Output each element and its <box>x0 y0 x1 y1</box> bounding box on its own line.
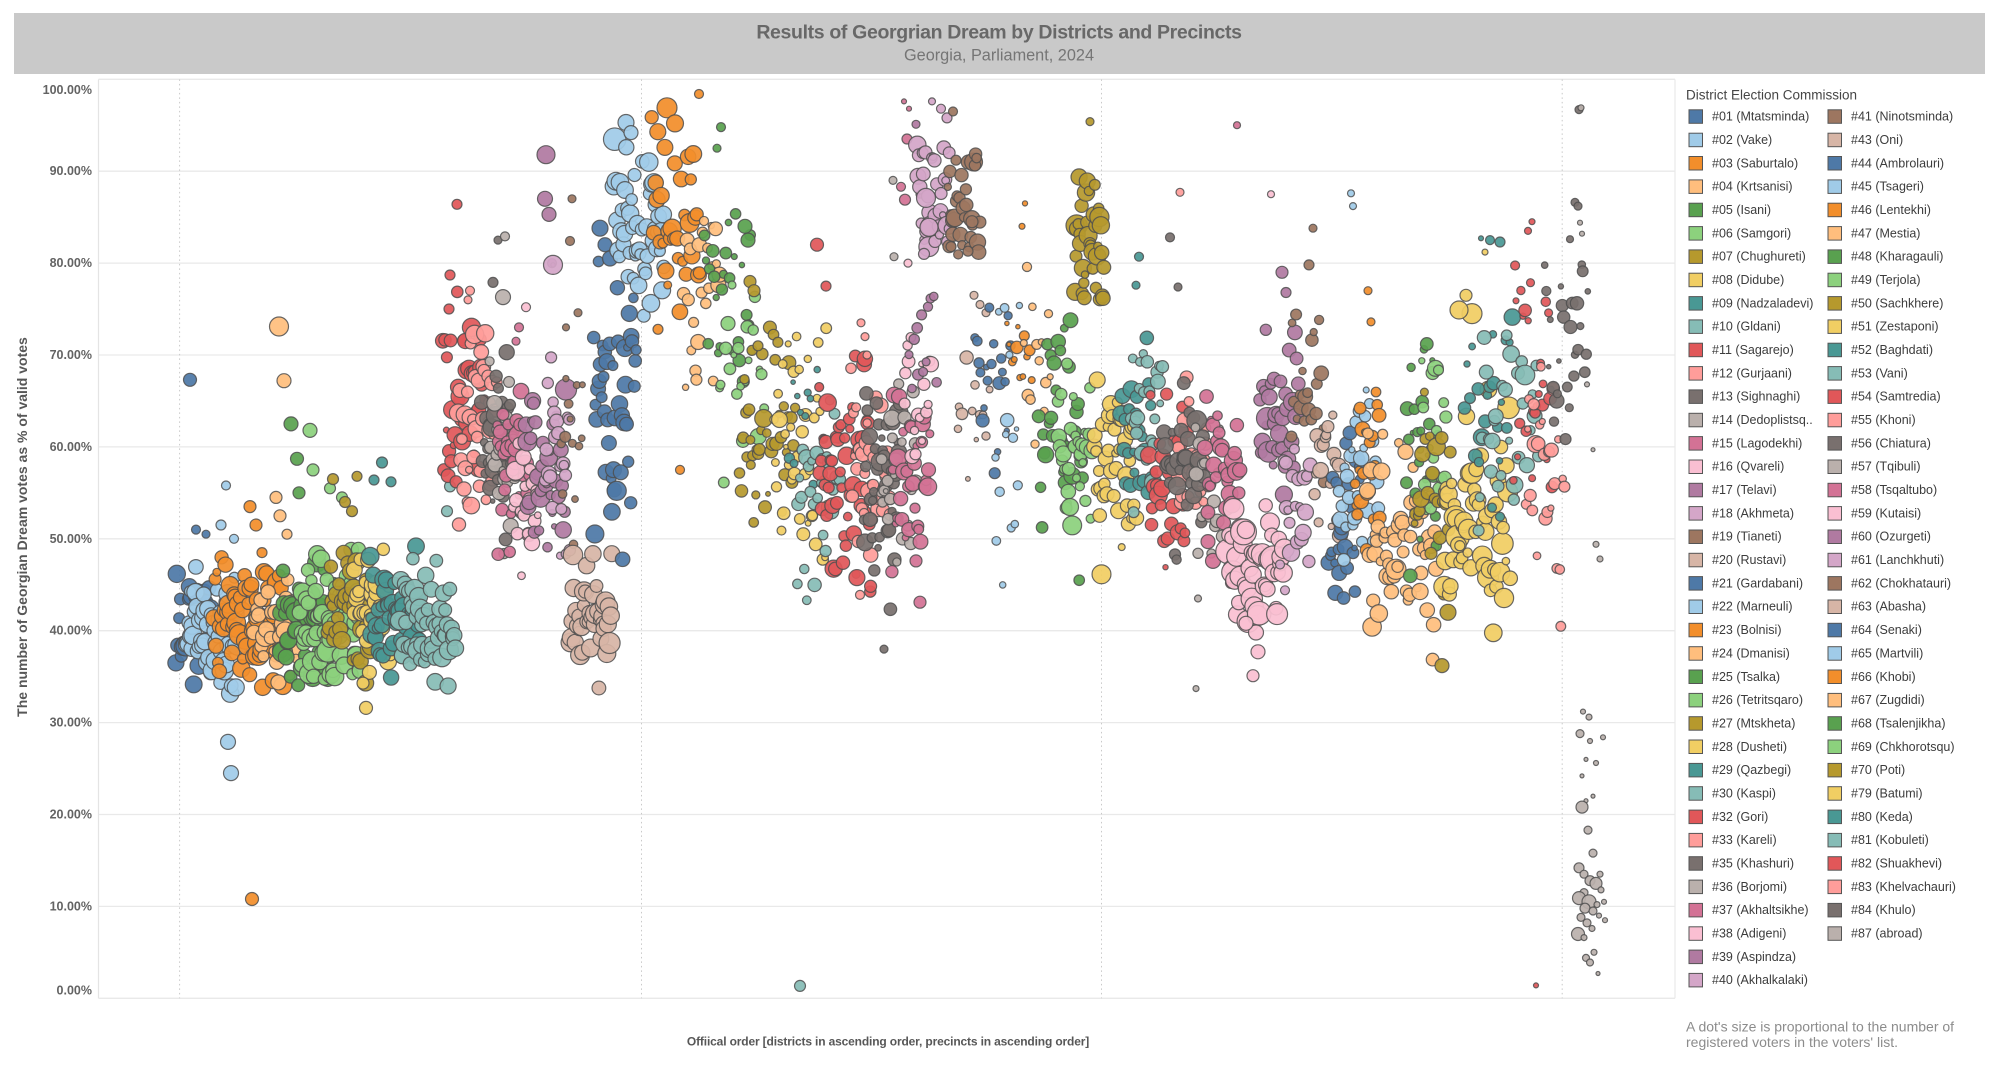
svg-text:#37 (Akhaltsikhe): #37 (Akhaltsikhe) <box>1712 903 1809 917</box>
svg-text:#69 (Chkhorotsqu): #69 (Chkhorotsqu) <box>1851 740 1955 754</box>
svg-text:#11 (Sagarejo): #11 (Sagarejo) <box>1712 343 1794 357</box>
svg-text:#49 (Terjola): #49 (Terjola) <box>1851 273 1920 287</box>
svg-text:#62 (Chokhatauri): #62 (Chokhatauri) <box>1851 576 1951 590</box>
svg-text:#32 (Gori): #32 (Gori) <box>1712 810 1768 824</box>
svg-text:Offiical order [districts in a: Offiical order [districts in ascending o… <box>687 1035 1089 1049</box>
svg-text:80.00%: 80.00% <box>50 256 92 270</box>
svg-text:Georgia, Parliament, 2024: Georgia, Parliament, 2024 <box>904 47 1094 65</box>
svg-text:#19 (Tianeti): #19 (Tianeti) <box>1712 530 1782 544</box>
svg-text:#23 (Bolnisi): #23 (Bolnisi) <box>1712 623 1781 637</box>
svg-text:#07 (Chughureti): #07 (Chughureti) <box>1712 250 1806 264</box>
svg-text:#65 (Martvili): #65 (Martvili) <box>1851 646 1923 660</box>
svg-text:#01 (Mtatsminda): #01 (Mtatsminda) <box>1712 110 1809 124</box>
svg-text:#50 (Sachkhere): #50 (Sachkhere) <box>1851 296 1943 310</box>
svg-text:#30 (Kaspi): #30 (Kaspi) <box>1712 787 1776 801</box>
svg-text:#18 (Akhmeta): #18 (Akhmeta) <box>1712 506 1794 520</box>
svg-text:#40 (Akhalkalaki): #40 (Akhalkalaki) <box>1712 973 1808 987</box>
svg-text:#27 (Mtskheta): #27 (Mtskheta) <box>1712 716 1795 730</box>
svg-text:Results of Georgrian Dream by: Results of Georgrian Dream by Districts … <box>756 22 1242 44</box>
svg-text:#45 (Tsageri): #45 (Tsageri) <box>1851 180 1924 194</box>
svg-text:100.00%: 100.00% <box>43 83 92 97</box>
svg-text:20.00%: 20.00% <box>50 808 92 822</box>
svg-text:#29 (Qazbegi): #29 (Qazbegi) <box>1712 763 1791 777</box>
svg-text:#14 (Dedoplistsq..: #14 (Dedoplistsq.. <box>1712 413 1813 427</box>
svg-text:#38 (Adigeni): #38 (Adigeni) <box>1712 927 1786 941</box>
svg-text:#22 (Marneuli): #22 (Marneuli) <box>1712 600 1793 614</box>
svg-text:#12 (Gurjaani): #12 (Gurjaani) <box>1712 366 1792 380</box>
svg-text:#35 (Khashuri): #35 (Khashuri) <box>1712 857 1794 871</box>
svg-text:#46 (Lentekhi): #46 (Lentekhi) <box>1851 203 1931 217</box>
svg-text:#04 (Krtsanisi): #04 (Krtsanisi) <box>1712 180 1793 194</box>
svg-text:70.00%: 70.00% <box>50 348 92 362</box>
svg-text:#51 (Zestaponi): #51 (Zestaponi) <box>1851 320 1939 334</box>
svg-text:#36 (Borjomi): #36 (Borjomi) <box>1712 880 1787 894</box>
svg-text:#64 (Senaki): #64 (Senaki) <box>1851 623 1922 637</box>
svg-text:30.00%: 30.00% <box>50 716 92 730</box>
svg-text:#59 (Kutaisi): #59 (Kutaisi) <box>1851 506 1921 520</box>
svg-text:#25 (Tsalka): #25 (Tsalka) <box>1712 670 1780 684</box>
svg-text:#47 (Mestia): #47 (Mestia) <box>1851 226 1920 240</box>
svg-text:#67 (Zugdidi): #67 (Zugdidi) <box>1851 693 1925 707</box>
svg-text:#03 (Saburtalo): #03 (Saburtalo) <box>1712 156 1798 170</box>
svg-text:90.00%: 90.00% <box>50 164 92 178</box>
svg-text:#20 (Rustavi): #20 (Rustavi) <box>1712 553 1786 567</box>
svg-text:registered voters in the voter: registered voters in the voters' list. <box>1686 1034 1898 1050</box>
svg-text:#13 (Sighnaghi): #13 (Sighnaghi) <box>1712 390 1800 404</box>
svg-text:#06 (Samgori): #06 (Samgori) <box>1712 226 1791 240</box>
svg-text:#66 (Khobi): #66 (Khobi) <box>1851 670 1916 684</box>
svg-text:#60 (Ozurgeti): #60 (Ozurgeti) <box>1851 530 1931 544</box>
svg-text:#44 (Ambrolauri): #44 (Ambrolauri) <box>1851 156 1944 170</box>
svg-text:#81 (Kobuleti): #81 (Kobuleti) <box>1851 833 1929 847</box>
svg-text:#79 (Batumi): #79 (Batumi) <box>1851 787 1923 801</box>
svg-text:#58 (Tsqaltubo): #58 (Tsqaltubo) <box>1851 483 1937 497</box>
svg-text:10.00%: 10.00% <box>50 899 92 913</box>
svg-text:District Election Commission: District Election Commission <box>1686 88 1857 103</box>
svg-text:#26 (Tetritsqaro): #26 (Tetritsqaro) <box>1712 693 1803 707</box>
svg-text:#55 (Khoni): #55 (Khoni) <box>1851 413 1916 427</box>
svg-text:#57 (Tqibuli): #57 (Tqibuli) <box>1851 460 1920 474</box>
svg-text:#63 (Abasha): #63 (Abasha) <box>1851 600 1926 614</box>
svg-text:#02 (Vake): #02 (Vake) <box>1712 133 1772 147</box>
svg-text:#61 (Lanchkhuti): #61 (Lanchkhuti) <box>1851 553 1944 567</box>
svg-text:The number of Georgian Dream v: The number of Georgian Dream votes as % … <box>14 337 30 717</box>
svg-text:#52 (Baghdati): #52 (Baghdati) <box>1851 343 1933 357</box>
svg-text:#54 (Samtredia): #54 (Samtredia) <box>1851 390 1941 404</box>
svg-text:#83 (Khelvachauri): #83 (Khelvachauri) <box>1851 880 1956 894</box>
svg-text:#82 (Shuakhevi): #82 (Shuakhevi) <box>1851 857 1942 871</box>
svg-text:#16 (Qvareli): #16 (Qvareli) <box>1712 460 1784 474</box>
svg-text:40.00%: 40.00% <box>50 624 92 638</box>
svg-text:#48 (Kharagauli): #48 (Kharagauli) <box>1851 250 1943 264</box>
svg-text:#28 (Dusheti): #28 (Dusheti) <box>1712 740 1787 754</box>
svg-text:#80 (Keda): #80 (Keda) <box>1851 810 1913 824</box>
svg-text:0.00%: 0.00% <box>57 983 92 997</box>
svg-text:50.00%: 50.00% <box>50 532 92 546</box>
svg-text:#56 (Chiatura): #56 (Chiatura) <box>1851 436 1931 450</box>
svg-text:#10 (Gldani): #10 (Gldani) <box>1712 320 1781 334</box>
svg-text:60.00%: 60.00% <box>50 440 92 454</box>
svg-text:#87 (abroad): #87 (abroad) <box>1851 927 1923 941</box>
svg-text:#53 (Vani): #53 (Vani) <box>1851 366 1908 380</box>
svg-text:#33 (Kareli): #33 (Kareli) <box>1712 833 1777 847</box>
svg-text:#08 (Didube): #08 (Didube) <box>1712 273 1784 287</box>
svg-text:#09 (Nadzaladevi): #09 (Nadzaladevi) <box>1712 296 1813 310</box>
svg-text:#43 (Oni): #43 (Oni) <box>1851 133 1903 147</box>
svg-text:#17 (Telavi): #17 (Telavi) <box>1712 483 1777 497</box>
svg-text:#41 (Ninotsminda): #41 (Ninotsminda) <box>1851 110 1953 124</box>
svg-text:#21 (Gardabani): #21 (Gardabani) <box>1712 576 1803 590</box>
svg-text:#15 (Lagodekhi): #15 (Lagodekhi) <box>1712 436 1802 450</box>
svg-text:#68 (Tsalenjikha): #68 (Tsalenjikha) <box>1851 716 1946 730</box>
svg-text:#39 (Aspindza): #39 (Aspindza) <box>1712 950 1796 964</box>
svg-text:#24 (Dmanisi): #24 (Dmanisi) <box>1712 646 1790 660</box>
svg-text:#70 (Poti): #70 (Poti) <box>1851 763 1905 777</box>
svg-text:A dot's size is proportional t: A dot's size is proportional to the numb… <box>1686 1019 1954 1035</box>
svg-text:#05 (Isani): #05 (Isani) <box>1712 203 1771 217</box>
svg-text:#84 (Khulo): #84 (Khulo) <box>1851 903 1916 917</box>
